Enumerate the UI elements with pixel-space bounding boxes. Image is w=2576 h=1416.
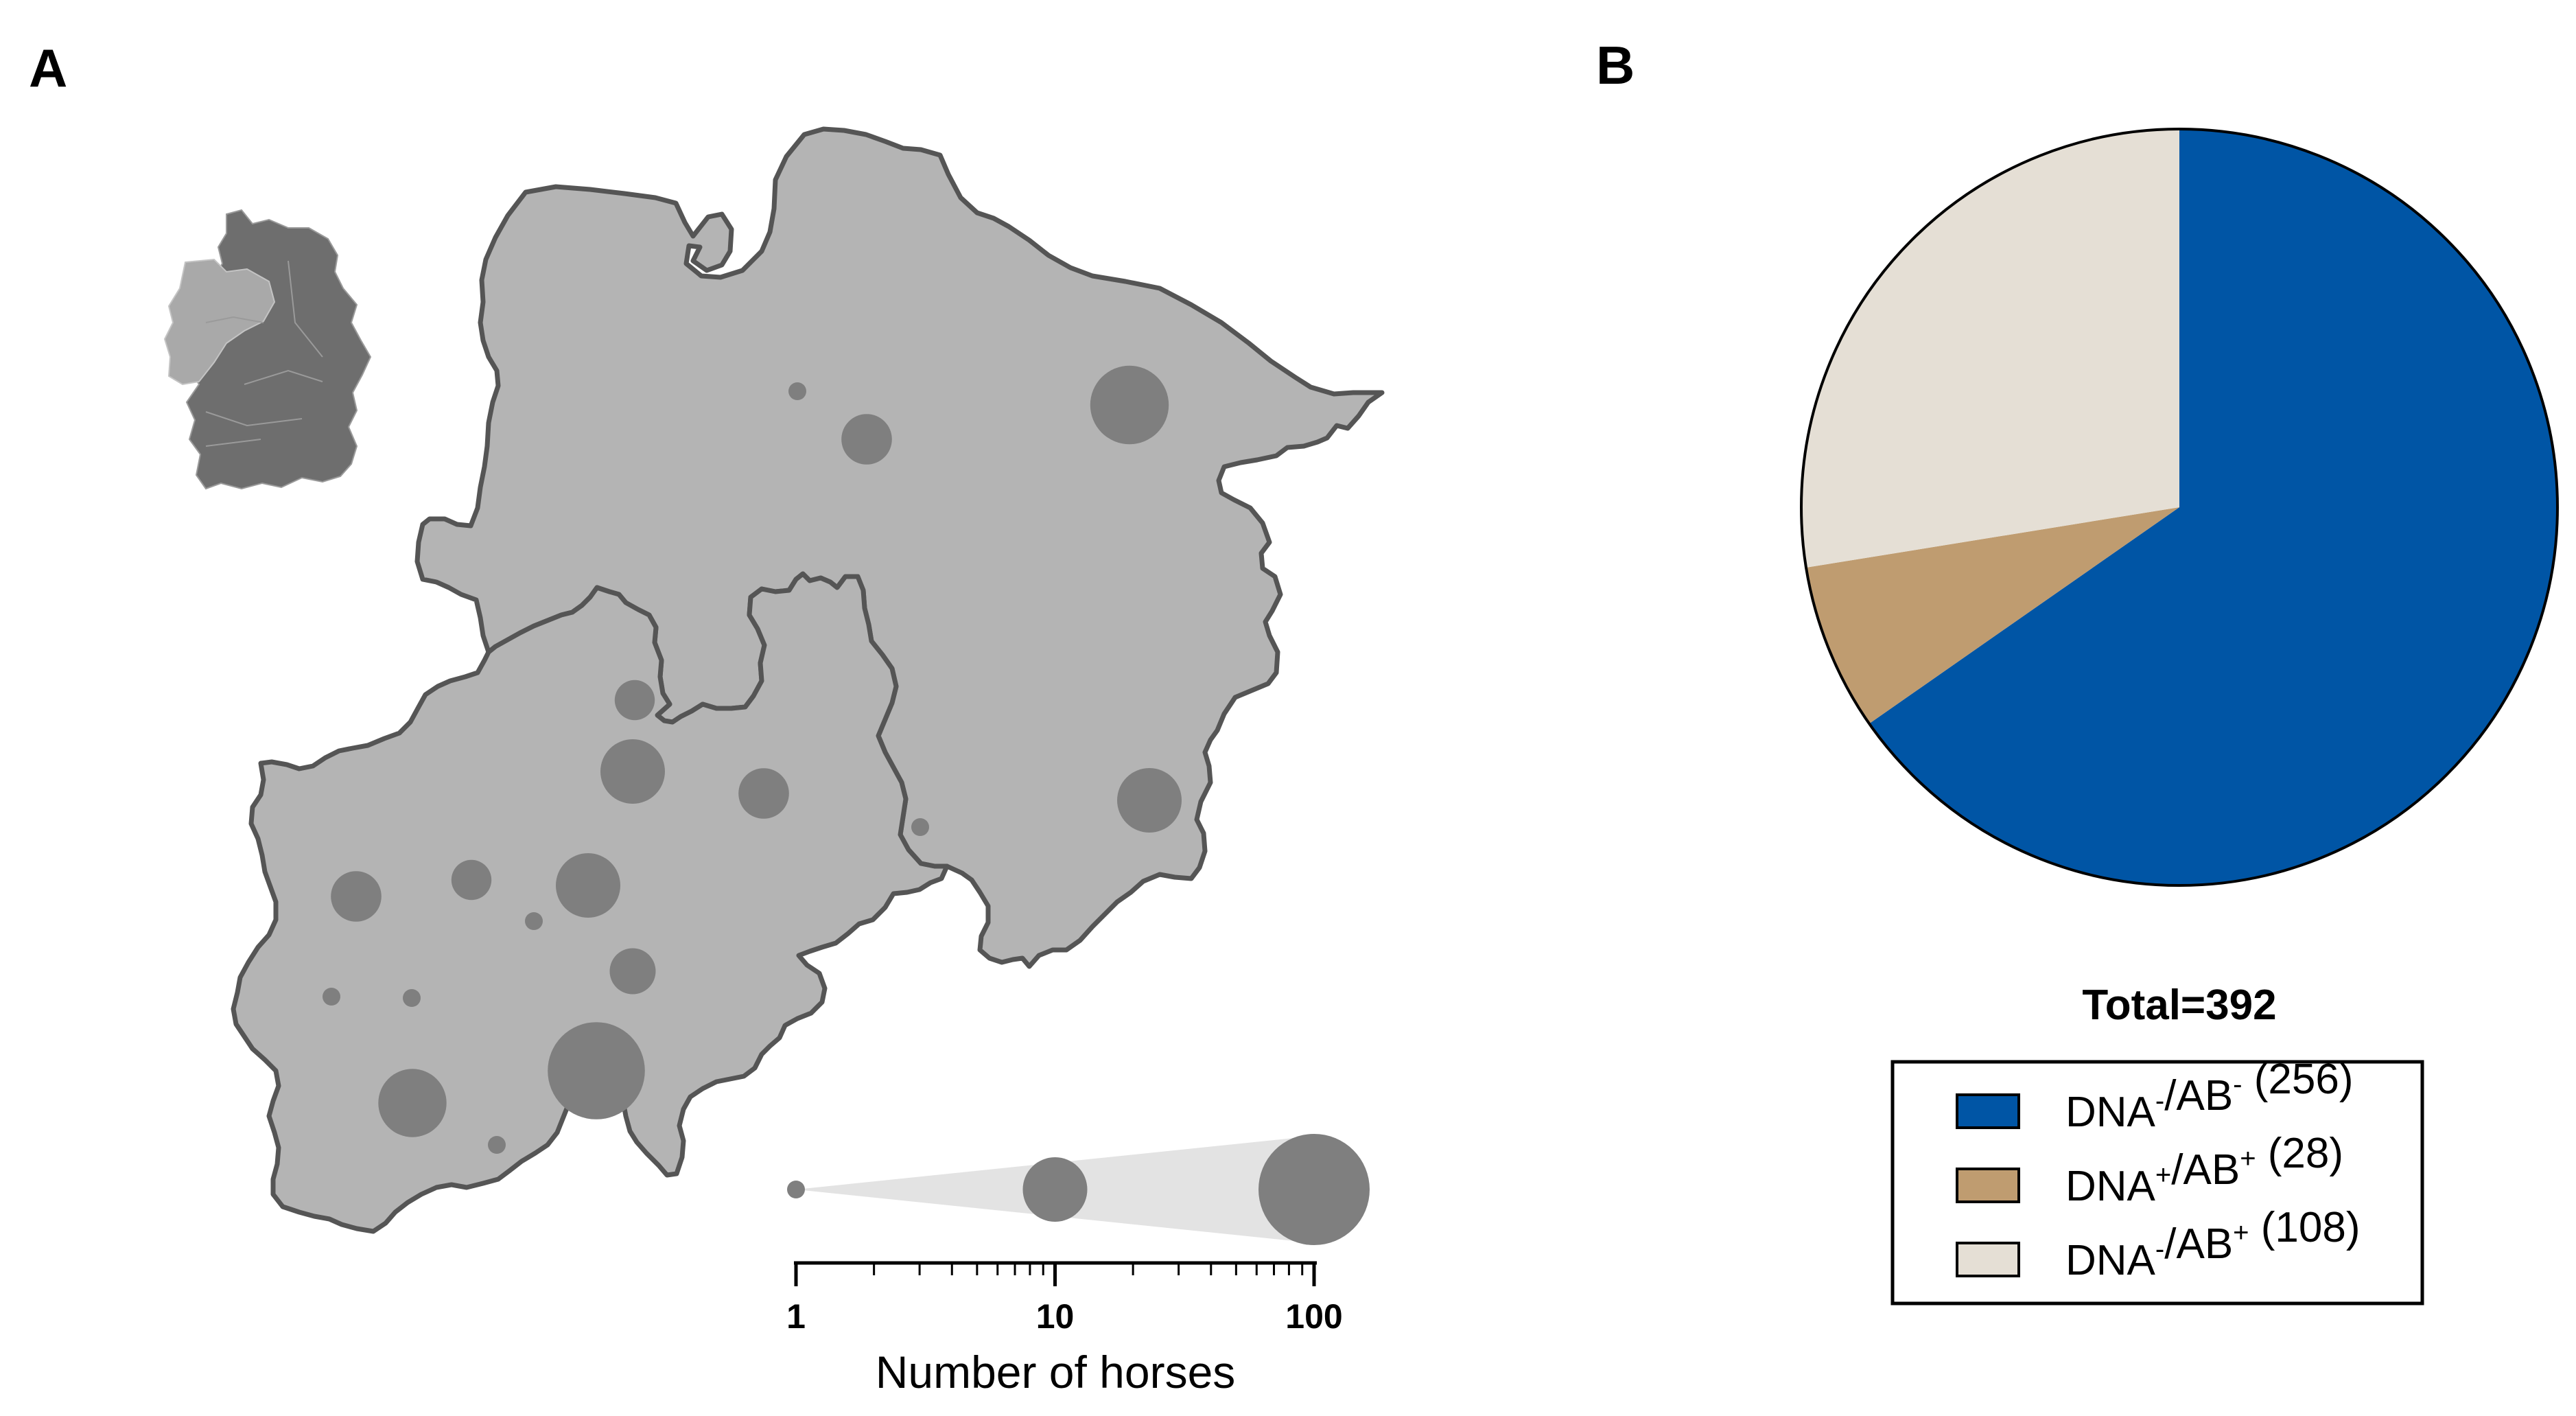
pie-legend: DNA-/AB- (256)DNA+/AB+ (28)DNA-/AB+ (108… [1890, 1056, 2424, 1305]
region-map [231, 126, 1385, 1234]
map-bubble [911, 818, 929, 836]
germany-study-states [163, 258, 276, 386]
map-bubble [1117, 768, 1182, 833]
map-bubble [548, 1022, 645, 1119]
map-bubble [525, 912, 543, 930]
x-tick-label: 100 [1285, 1297, 1342, 1336]
legend-label: DNA+/AB+ (28) [2065, 1130, 2343, 1210]
pie-total-title: Total=392 [2082, 982, 2276, 1029]
map-bubble [323, 988, 340, 1006]
map-bubble [738, 768, 789, 819]
map-bubble [378, 1069, 447, 1137]
size-legend-bubble [1258, 1134, 1370, 1245]
pie-slice [1869, 129, 2558, 885]
map-bubbles [323, 365, 1182, 1154]
pie-outline [1800, 128, 2559, 887]
map-bubble [1090, 365, 1169, 445]
x-tick-label: 1 [786, 1297, 806, 1336]
map-bubble [331, 871, 382, 922]
map-bubble [788, 382, 806, 400]
x-axis-title: Number of horses [876, 1347, 1236, 1397]
size-legend: 1 10 100 Number of horses [786, 1134, 1370, 1397]
panel-a-letter: A [29, 38, 67, 98]
panel-b-letter: B [1596, 35, 1635, 95]
pie-slice [1801, 129, 2179, 568]
size-legend-bubble [787, 1181, 805, 1198]
legend-label: DNA-/AB- (256) [2065, 1056, 2353, 1136]
map-bubble [600, 739, 665, 804]
size-legend-bubble [1022, 1157, 1088, 1222]
x-tick-label: 10 [1036, 1297, 1075, 1336]
map-bubble [451, 859, 492, 901]
pie-chart [1800, 128, 2559, 887]
map-bubble [614, 680, 655, 721]
legend-swatch [1956, 1242, 2020, 1277]
pie-slice [1806, 507, 2179, 724]
map-bubble [841, 414, 892, 465]
map-bubble [556, 853, 620, 918]
map-bubble [609, 948, 656, 995]
map-bubble [403, 989, 421, 1007]
legend-swatch [1956, 1093, 2020, 1129]
germany-inset-map [163, 209, 372, 490]
map-bubble [488, 1136, 506, 1154]
legend-label: DNA-/AB+ (108) [2065, 1204, 2361, 1284]
legend-swatch [1956, 1168, 2020, 1203]
